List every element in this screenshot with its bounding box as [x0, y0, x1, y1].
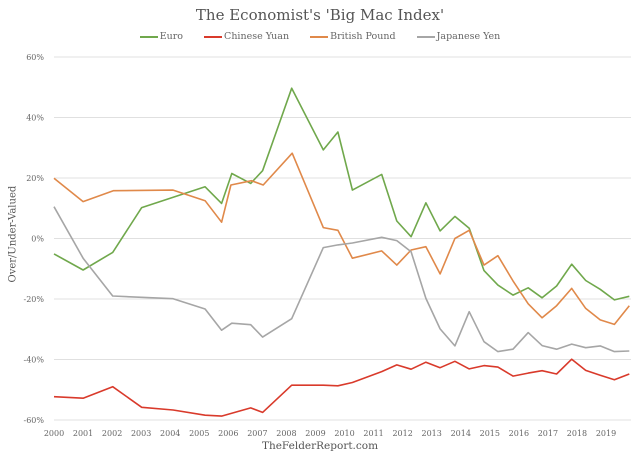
legend-label: Chinese Yuan — [224, 31, 290, 42]
legend-label: Japanese Yen — [436, 31, 501, 42]
legend-swatch — [416, 35, 435, 38]
x-tick-label: 2010 — [334, 429, 354, 438]
x-tick-label: 2007 — [247, 429, 267, 438]
y-tick-label: 0% — [31, 235, 44, 244]
y-tick-label: 60% — [26, 53, 44, 62]
y-tick-label: -60% — [24, 416, 45, 425]
x-tick-label: 2003 — [131, 429, 151, 438]
x-tick-label: 2004 — [160, 429, 180, 438]
x-tick-label: 2009 — [305, 429, 325, 438]
x-tick-label: 2001 — [73, 429, 93, 438]
x-tick-label: 2014 — [451, 429, 471, 438]
legend-item-british-pound: British Pound — [310, 31, 396, 42]
x-tick-label: 2011 — [363, 429, 383, 438]
series-line-british-pound — [53, 152, 630, 326]
x-tick-label: 2002 — [102, 429, 122, 438]
source-label: TheFelderReport.com — [261, 440, 379, 452]
x-tick-label: 2019 — [596, 429, 616, 438]
legend-swatch — [139, 35, 158, 38]
legend-swatch — [204, 35, 223, 38]
x-tick-label: 2005 — [189, 429, 209, 438]
legend-item-japanese-yen: Japanese Yen — [416, 31, 501, 42]
x-tick-label: 2013 — [422, 429, 442, 438]
legend-label: Euro — [159, 31, 184, 42]
series-line-chinese-yuan — [53, 358, 630, 417]
series-line-euro — [53, 87, 630, 301]
x-tick-label: 2012 — [392, 429, 412, 438]
y-tick-label: -20% — [24, 295, 45, 304]
legend-label: British Pound — [330, 31, 396, 42]
legend: Euro Chinese Yuan British Pound Japanese… — [0, 31, 640, 42]
chart-title: The Economist's 'Big Mac Index' — [195, 6, 445, 24]
legend-item-euro: Euro — [139, 31, 184, 42]
x-tick-label: 2016 — [509, 429, 529, 438]
series-line-japanese-yen — [53, 206, 630, 353]
x-tick-label: 2008 — [276, 429, 296, 438]
legend-swatch — [310, 35, 329, 38]
x-tick-label: 2006 — [218, 429, 238, 438]
y-tick-label: 20% — [26, 174, 44, 183]
x-tick-label: 2017 — [538, 429, 558, 438]
x-tick-label: 2018 — [567, 429, 587, 438]
x-tick-label: 2015 — [480, 429, 500, 438]
y-tick-label: -40% — [24, 356, 45, 365]
y-tick-label: 40% — [26, 114, 44, 123]
x-tick-label: 2000 — [44, 429, 64, 438]
legend-item-chinese-yuan: Chinese Yuan — [204, 31, 289, 42]
